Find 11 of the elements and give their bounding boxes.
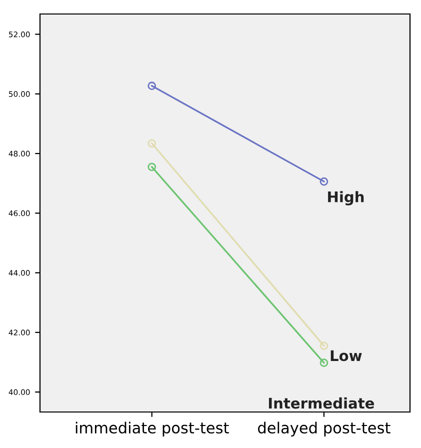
text: Intermediate [268, 397, 374, 409]
x-tick-label: immediate post-test [76, 422, 229, 437]
x-tick-label: delayed post-test [258, 422, 390, 437]
series-label: Low [330, 350, 362, 362]
point [148, 162, 156, 172]
point [320, 177, 328, 186]
point [320, 358, 328, 367]
point [148, 82, 156, 90]
series-label: High [328, 191, 364, 206]
point [320, 342, 328, 350]
point [148, 139, 156, 148]
